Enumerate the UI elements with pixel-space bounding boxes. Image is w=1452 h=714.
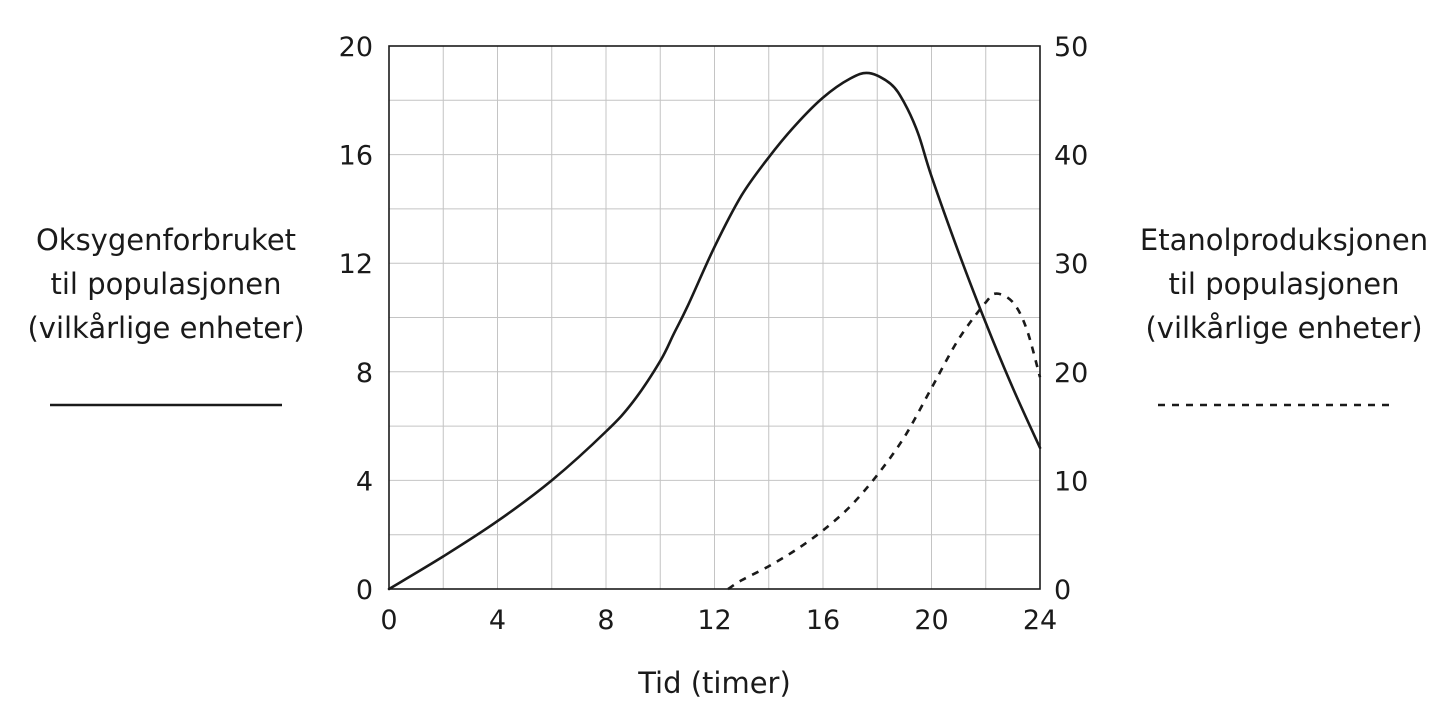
right-axis-title: Etanolproduksjonen til populasjonen (vil…	[1140, 223, 1428, 345]
left-axis-title-line-2: til populasjonen	[51, 267, 282, 301]
y-left-tick-label: 0	[356, 575, 373, 606]
y-right-tick-label: 30	[1054, 249, 1088, 280]
x-tick-label: 20	[914, 605, 948, 636]
y-right-tick-label: 40	[1054, 141, 1088, 172]
left-axis-title-line-1: Oksygenforbruket	[36, 223, 296, 257]
x-axis-title: Tid (timer)	[637, 666, 791, 700]
plot-frame	[388, 45, 1041, 590]
y-right-tick-label: 20	[1054, 358, 1088, 389]
y-right-tick-label: 10	[1054, 466, 1088, 497]
y-left-tick-label: 16	[339, 141, 373, 172]
grid	[389, 46, 1040, 589]
right-axis-title-line-1: Etanolproduksjonen	[1140, 223, 1428, 257]
x-tick-label: 24	[1023, 605, 1057, 636]
y-left-tick-label: 4	[356, 466, 373, 497]
left-axis-title: Oksygenforbruket til populasjonen (vilkå…	[27, 223, 304, 345]
y-right-tick-label: 50	[1054, 32, 1088, 63]
x-tick-label: 0	[380, 605, 397, 636]
oxygen-consumption-line	[387, 71, 1042, 591]
x-tick-label: 16	[806, 605, 840, 636]
y-right-tick-label: 0	[1054, 575, 1071, 606]
series-group	[387, 71, 1042, 591]
right-axis-title-line-3: (vilkårlige enheter)	[1145, 311, 1422, 345]
x-tick-label: 8	[597, 605, 614, 636]
x-tick-label: 4	[489, 605, 506, 636]
y-left-tick-label: 20	[339, 32, 373, 63]
left-axis-title-line-3: (vilkårlige enheter)	[27, 311, 304, 345]
x-tick-label: 12	[697, 605, 731, 636]
right-axis-title-line-2: til populasjonen	[1169, 267, 1400, 301]
y-left-tick-label: 8	[356, 358, 373, 389]
ethanol-production-line	[727, 292, 1042, 591]
y-left-tick-label: 12	[339, 249, 373, 280]
